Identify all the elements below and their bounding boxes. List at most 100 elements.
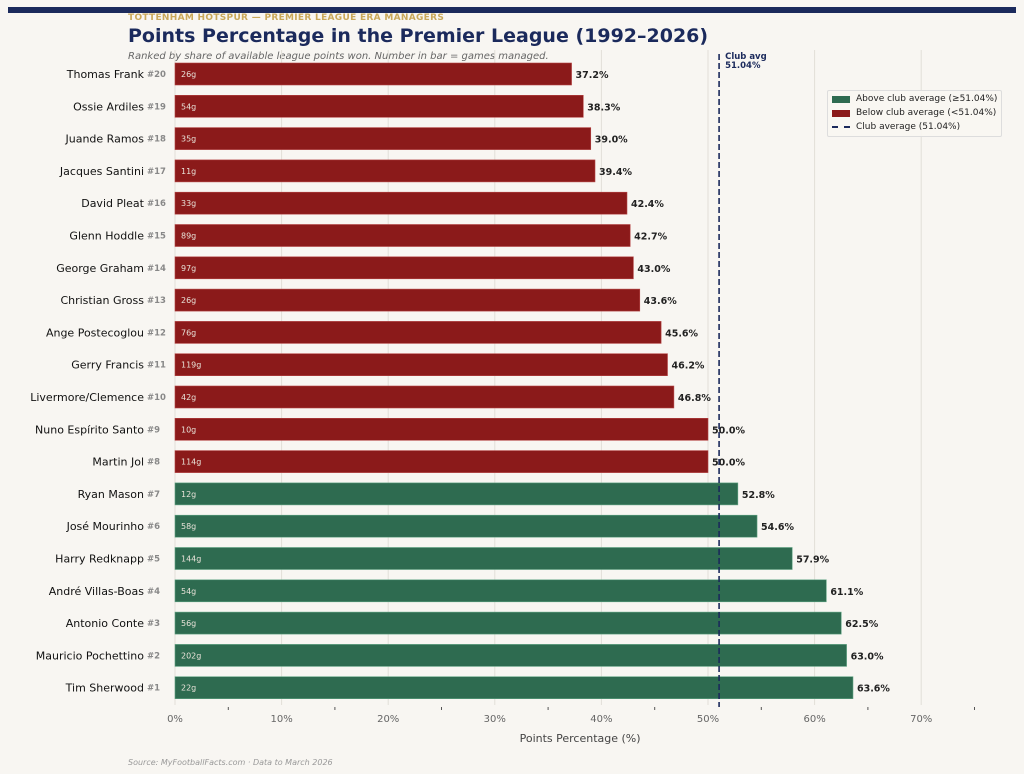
x-tick-label: 70%	[910, 714, 932, 725]
manager-name: David Pleat	[81, 197, 144, 210]
bar-value-label: 50.0%	[712, 425, 745, 436]
manager-name: Ange Postecoglou	[46, 326, 144, 339]
bar-games-label: 35g	[181, 135, 196, 144]
bar-games-label: 26g	[181, 70, 196, 79]
bar-games-label: 54g	[181, 102, 196, 111]
bar-games-label: 33g	[181, 199, 196, 208]
bar	[174, 611, 842, 635]
bar	[174, 353, 668, 377]
bar	[174, 547, 793, 570]
bar-value-label: 38.3%	[587, 102, 620, 113]
manager-name: Antonio Conte	[66, 617, 144, 630]
manager-name: André Villas-Boas	[49, 585, 145, 598]
manager-name: Ryan Mason	[78, 488, 144, 501]
manager-name: Livermore/Clemence	[30, 391, 144, 404]
manager-name: George Graham	[56, 262, 144, 275]
bar-value-label: 46.8%	[678, 393, 711, 404]
bar-value-label: 39.4%	[599, 167, 632, 178]
manager-rank: #17	[147, 167, 166, 177]
manager-rank: #9	[147, 425, 160, 435]
manager-rank: #10	[147, 393, 166, 403]
bar	[174, 191, 628, 215]
legend-above: Above club average (≥51.04%)	[856, 94, 998, 104]
bar-games-label: 22g	[181, 684, 196, 693]
top-accent-bar	[8, 7, 1016, 13]
manager-rank: #3	[147, 619, 160, 629]
bar-games-label: 56g	[181, 619, 196, 628]
bar-games-label: 58g	[181, 522, 196, 531]
x-tick-label: 60%	[803, 714, 825, 725]
bar-value-label: 43.0%	[637, 264, 670, 275]
x-tick-label: 30%	[484, 714, 506, 725]
bar-value-label: 52.8%	[742, 490, 775, 501]
manager-rank: #11	[147, 361, 166, 371]
bar-games-label: 54g	[181, 587, 196, 596]
manager-rank: #4	[147, 587, 160, 597]
bar-value-label: 39.0%	[595, 135, 628, 146]
manager-rank: #15	[147, 232, 166, 242]
bar-games-label: 11g	[181, 167, 196, 176]
manager-rank: #19	[147, 102, 166, 112]
x-tick-label: 50%	[697, 714, 719, 725]
bar	[174, 385, 675, 409]
x-tick-label: 40%	[590, 714, 612, 725]
club-average-label: Club avg	[725, 52, 767, 62]
bar-games-label: 10g	[181, 425, 196, 434]
bar-value-label: 63.0%	[851, 651, 884, 662]
manager-name: Juande Ramos	[65, 133, 145, 146]
bar	[174, 579, 827, 603]
chart-subtitle: Ranked by share of available league poin…	[128, 51, 549, 62]
club-average-value: 51.04%	[725, 61, 761, 71]
manager-name: Tim Sherwood	[65, 682, 144, 695]
manager-rank: #20	[147, 70, 166, 80]
bar-games-label: 97g	[181, 264, 196, 273]
bar-games-label: 202g	[181, 651, 201, 660]
bar	[174, 644, 847, 667]
bar-value-label: 50.0%	[712, 458, 745, 469]
bar	[174, 95, 584, 118]
bar	[174, 159, 596, 183]
manager-name: Christian Gross	[60, 294, 144, 307]
manager-name: Glenn Hoddle	[69, 230, 144, 243]
bar-value-label: 63.6%	[857, 684, 890, 695]
bar-value-label: 45.6%	[665, 328, 698, 339]
bar-games-label: 89g	[181, 232, 196, 241]
manager-rank: #5	[147, 555, 160, 565]
bar	[174, 450, 709, 473]
bar	[174, 321, 662, 344]
manager-name: Ossie Ardiles	[73, 100, 144, 113]
bar	[174, 482, 739, 506]
manager-rank: #13	[147, 296, 166, 306]
manager-rank: #6	[147, 522, 160, 532]
bar-value-label: 57.9%	[796, 555, 829, 566]
x-tick-label: 20%	[377, 714, 399, 725]
bar	[174, 676, 854, 700]
bar	[174, 224, 631, 247]
bar-value-label: 62.5%	[845, 619, 878, 630]
legend-below: Below club average (<51.04%)	[856, 108, 997, 118]
manager-name: Nuno Espírito Santo	[35, 423, 144, 436]
x-axis-label: Points Percentage (%)	[520, 732, 641, 745]
manager-rank: #18	[147, 135, 166, 145]
bar	[174, 417, 709, 441]
x-tick-label: 0%	[167, 714, 183, 725]
legend-avg: Club average (51.04%)	[856, 122, 961, 132]
bar-games-label: 12g	[181, 490, 196, 499]
bar	[174, 256, 634, 280]
bar	[174, 288, 641, 312]
manager-name: Jacques Santini	[59, 165, 144, 178]
bar-value-label: 61.1%	[830, 587, 863, 598]
manager-rank: #7	[147, 490, 160, 500]
bar-value-label: 42.7%	[634, 232, 667, 243]
legend-dash-avg	[832, 126, 850, 128]
manager-name: Thomas Frank	[66, 68, 145, 81]
manager-name: Gerry Francis	[71, 359, 144, 372]
bar-value-label: 46.2%	[671, 361, 704, 372]
bar-games-label: 76g	[181, 328, 196, 337]
bar-games-label: 144g	[181, 555, 201, 564]
legend: Above club average (≥51.04%) Below club …	[827, 90, 1002, 137]
x-tick-label: 10%	[270, 714, 292, 725]
manager-name: Martin Jol	[92, 456, 144, 469]
bar-games-label: 42g	[181, 393, 196, 402]
